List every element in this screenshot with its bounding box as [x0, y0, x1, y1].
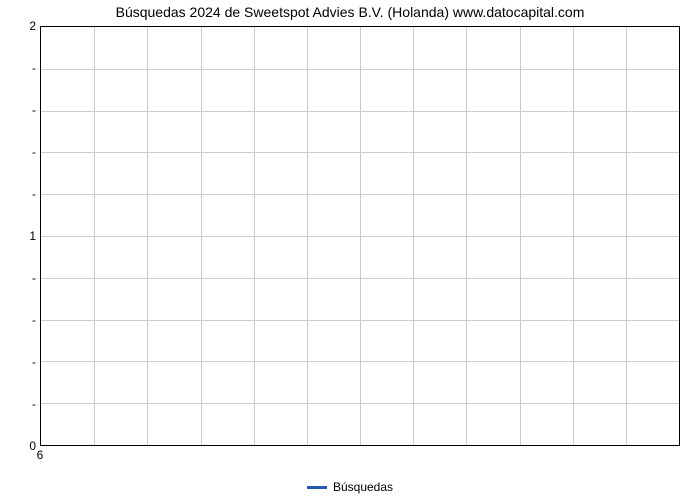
y-minor-tick: -	[6, 61, 36, 75]
x-tick-label: 6	[37, 448, 44, 462]
chart-container: Búsquedas 2024 de Sweetspot Advies B.V. …	[0, 0, 700, 500]
y-minor-tick: -	[6, 313, 36, 327]
y-minor-tick: -	[6, 271, 36, 285]
y-tick-label: 0	[6, 439, 36, 453]
gridline-vertical	[201, 27, 202, 445]
chart-title: Búsquedas 2024 de Sweetspot Advies B.V. …	[0, 4, 700, 20]
gridline-vertical	[413, 27, 414, 445]
legend: Búsquedas	[0, 479, 700, 494]
y-minor-tick: -	[6, 103, 36, 117]
y-minor-tick: -	[6, 145, 36, 159]
gridline-vertical	[360, 27, 361, 445]
gridline-vertical	[626, 27, 627, 445]
gridline-vertical	[147, 27, 148, 445]
gridline-vertical	[466, 27, 467, 445]
plot-area	[40, 26, 680, 446]
legend-label: Búsquedas	[333, 480, 393, 494]
legend-swatch	[307, 486, 327, 489]
y-minor-tick: -	[6, 397, 36, 411]
gridline-vertical	[94, 27, 95, 445]
gridline-vertical	[254, 27, 255, 445]
y-minor-tick: -	[6, 355, 36, 369]
y-minor-tick: -	[6, 187, 36, 201]
gridline-vertical	[573, 27, 574, 445]
gridline-vertical	[307, 27, 308, 445]
y-tick-label: 1	[6, 229, 36, 243]
y-tick-label: 2	[6, 19, 36, 33]
gridline-vertical	[520, 27, 521, 445]
